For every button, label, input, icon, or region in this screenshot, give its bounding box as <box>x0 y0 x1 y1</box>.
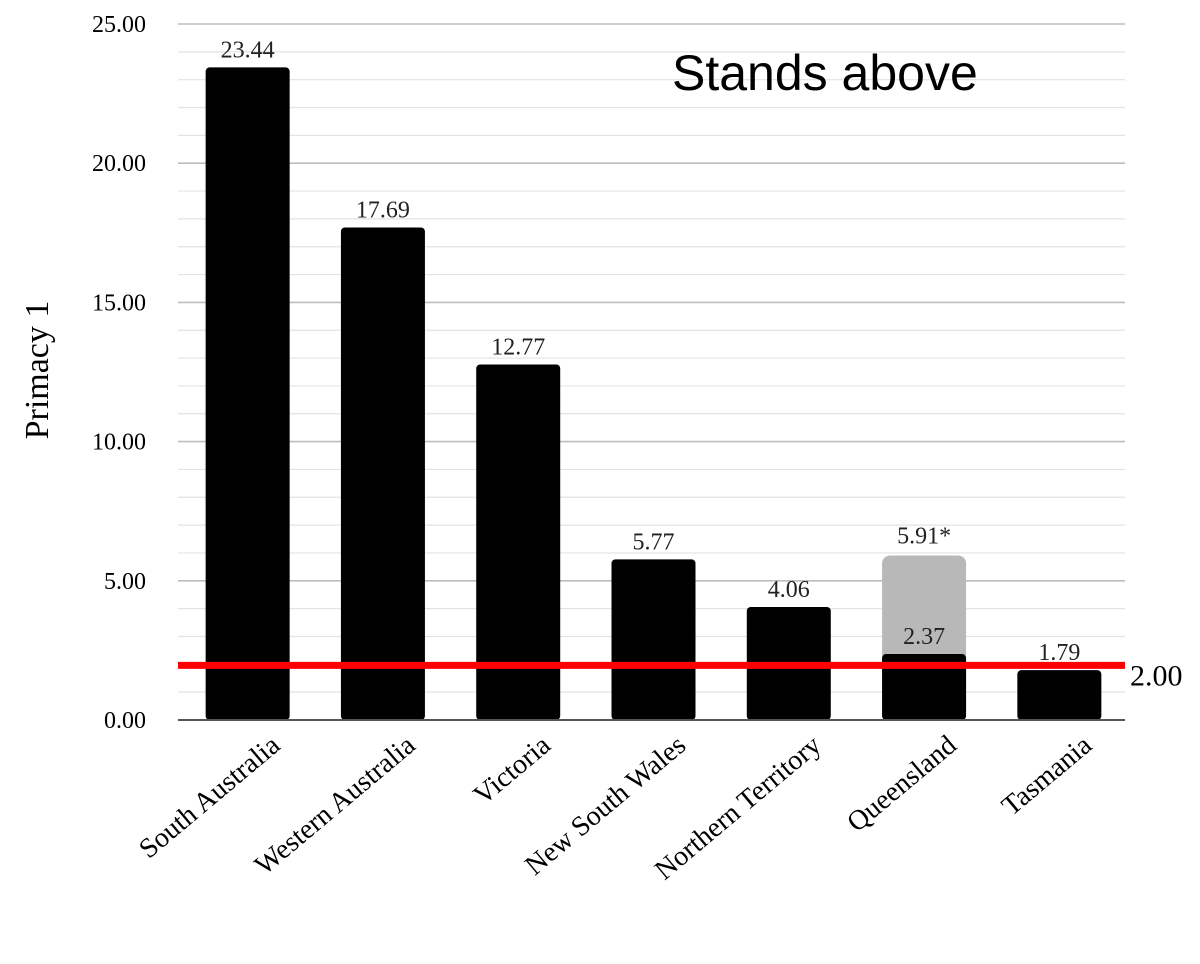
y-tick-label: 10.00 <box>92 430 146 456</box>
category-label: Victoria <box>468 729 557 811</box>
y-tick-label: 15.00 <box>92 290 146 316</box>
bar <box>1017 670 1102 720</box>
data-label: 23.44 <box>221 37 275 63</box>
y-tick-label: 20.00 <box>92 151 146 177</box>
category-label: Queensland <box>841 730 962 839</box>
gridlines <box>178 23 1125 693</box>
data-label: 12.77 <box>491 334 545 360</box>
bar <box>882 654 967 720</box>
bars <box>205 67 1102 720</box>
y-tick-label: 5.00 <box>104 569 146 595</box>
threshold-label: 2.00 <box>1130 659 1183 692</box>
y-axis-title: Primacy 1 <box>19 301 56 440</box>
y-tick-label: 25.00 <box>92 12 146 38</box>
bar <box>476 364 561 720</box>
data-label: 17.69 <box>356 198 410 224</box>
data-label: 2.37 <box>903 624 945 650</box>
secondary-data-label: 5.91* <box>897 523 951 549</box>
category-label: Tasmania <box>996 729 1098 822</box>
data-label: 5.77 <box>633 529 675 555</box>
y-tick-label: 0.00 <box>104 708 146 734</box>
bar <box>340 227 425 720</box>
y-axis-ticks: 0.00 5.00 10.00 15.00 20.00 25.00 <box>92 12 146 734</box>
annotation-stands-above: Stands above <box>672 45 978 101</box>
bar <box>205 67 290 720</box>
data-label: 4.06 <box>768 577 810 603</box>
bar <box>611 559 696 720</box>
